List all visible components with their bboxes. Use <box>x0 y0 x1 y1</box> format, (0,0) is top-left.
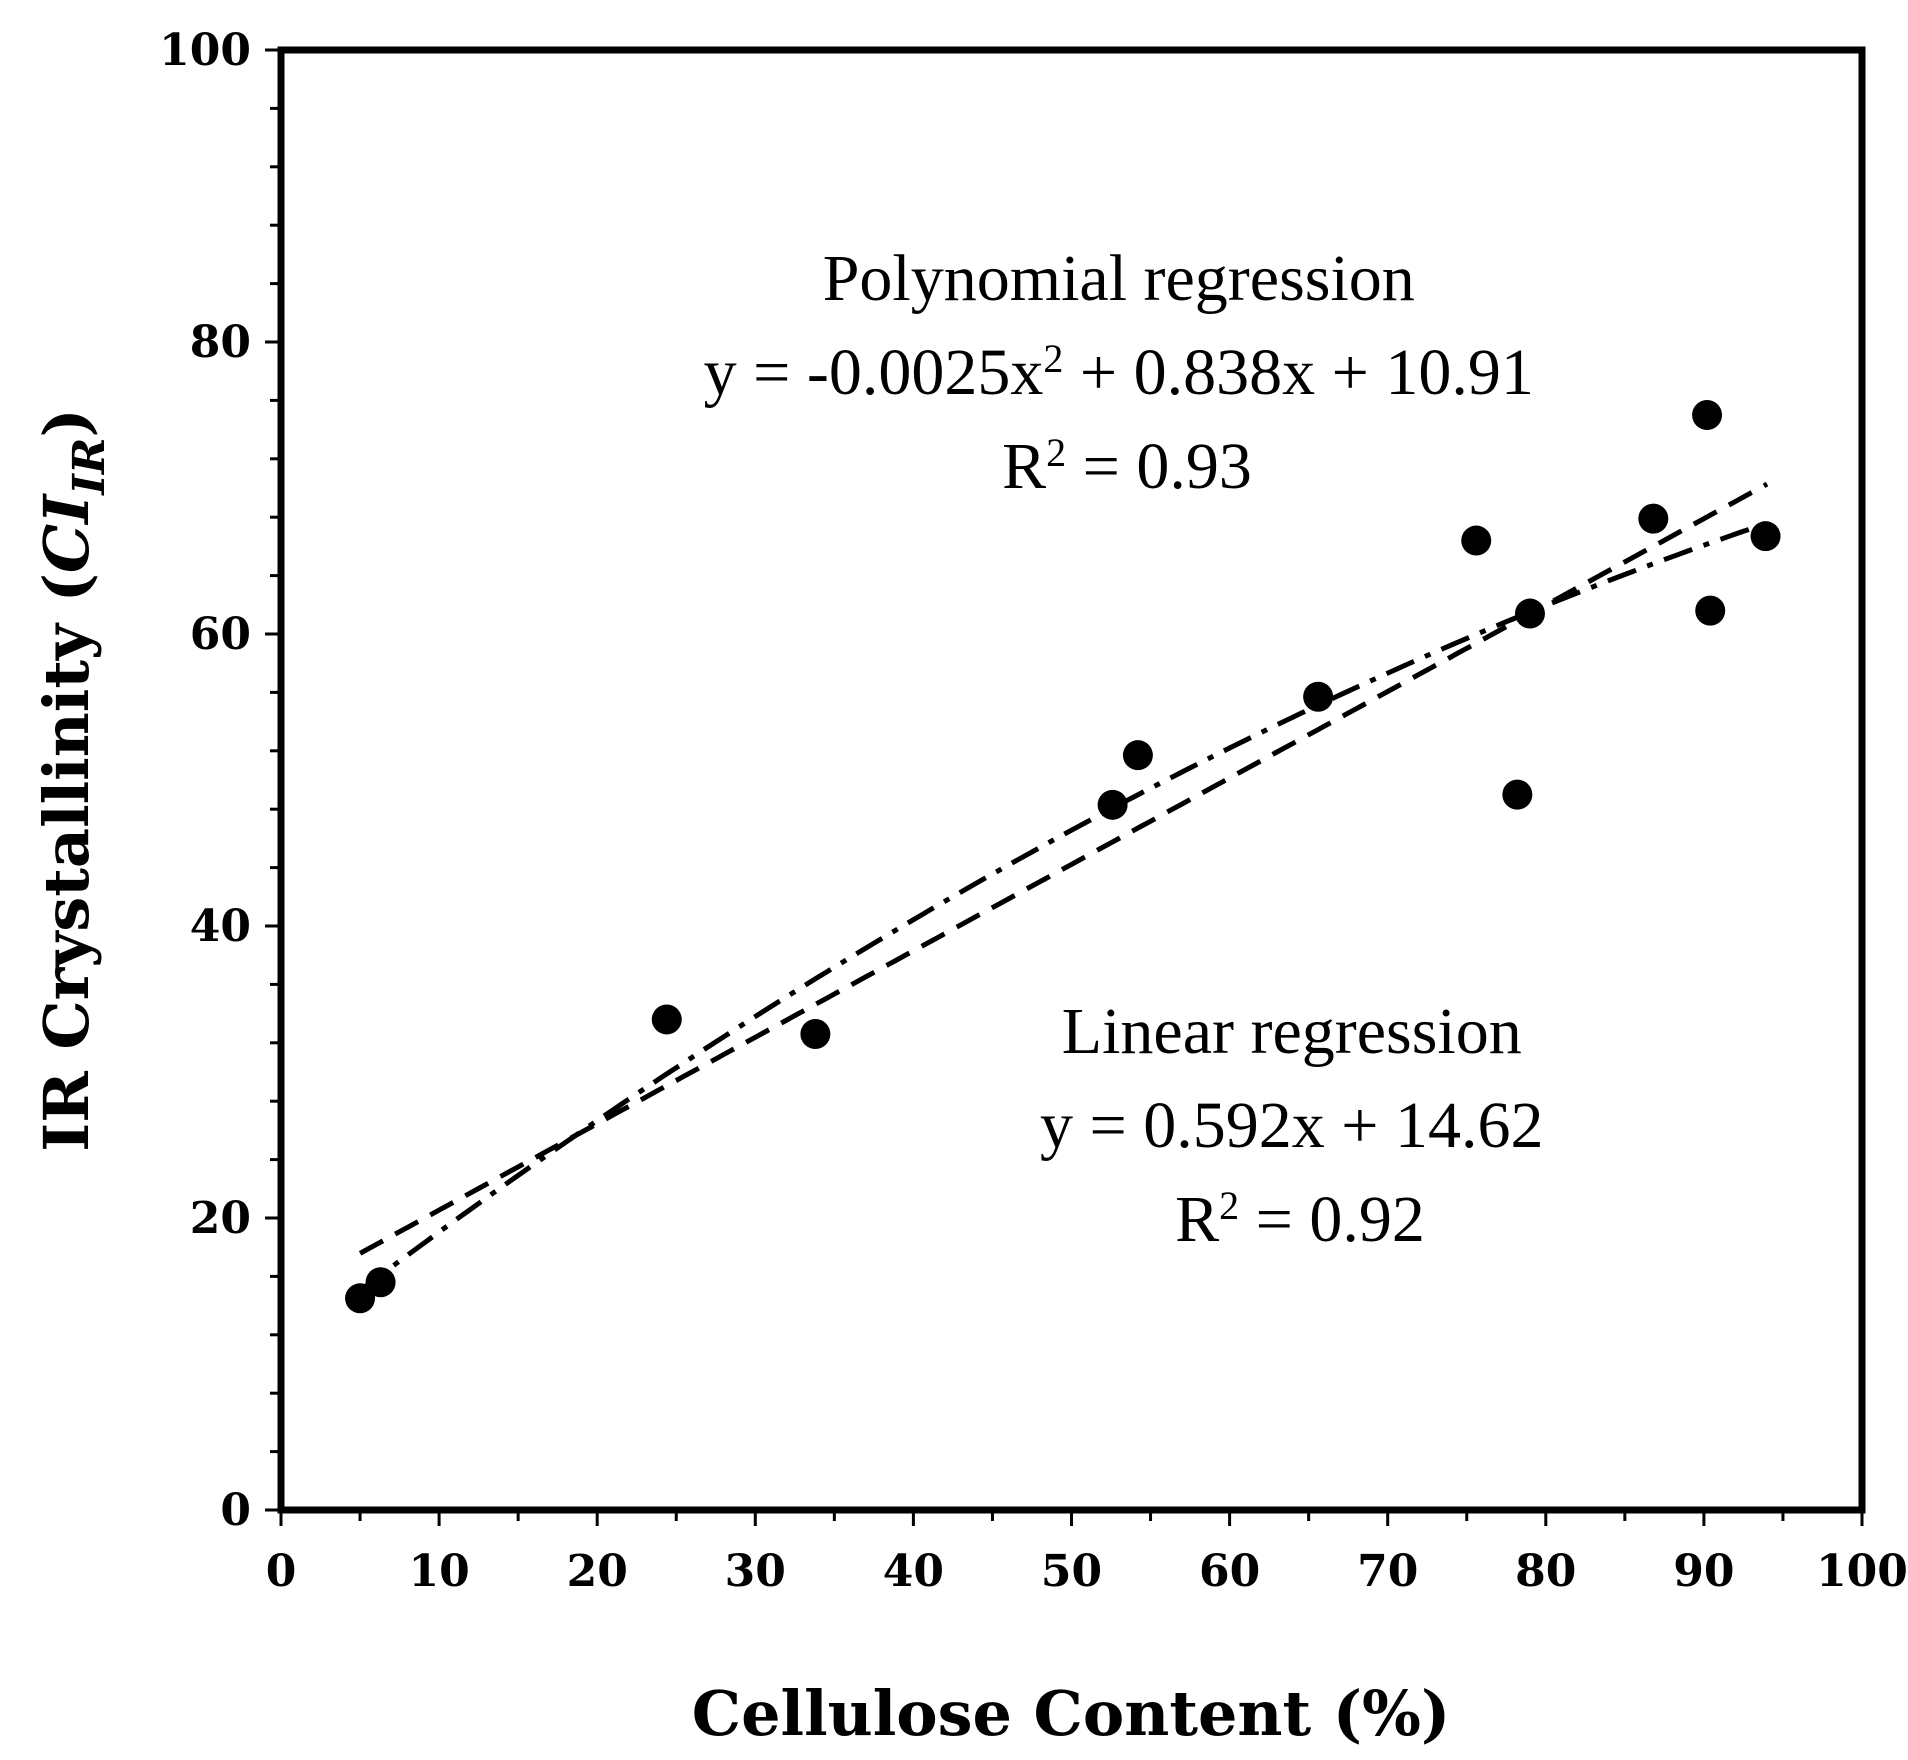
x-tick-label: 60 <box>1199 1546 1260 1597</box>
data-point <box>1303 681 1334 712</box>
x-axis-title: Cellulose Content (%) <box>692 1677 1451 1750</box>
x-tick-label: 10 <box>408 1546 469 1597</box>
data-point <box>651 1004 682 1035</box>
y-tick-label: 60 <box>190 609 251 660</box>
poly-title: Polynomial regression <box>823 242 1415 315</box>
y-tick-label: 80 <box>190 317 251 368</box>
linear-equation: y = 0.592x + 14.62 <box>1040 1089 1543 1162</box>
data-point <box>1122 740 1153 771</box>
data-point <box>1514 598 1545 629</box>
data-point <box>345 1283 376 1314</box>
data-point <box>1750 521 1781 552</box>
y-tick-label: 0 <box>220 1485 251 1536</box>
data-point <box>1695 595 1726 626</box>
linear-regression-annotation: Linear regression y = 0.592x + 14.62 R2 … <box>1040 995 1560 1256</box>
x-tick-label: 100 <box>1816 1546 1908 1597</box>
data-points <box>345 400 1781 1314</box>
x-tick-label: 20 <box>567 1546 628 1597</box>
data-point <box>1692 400 1723 430</box>
linear-r2: R2 = 0.92 <box>1175 1183 1425 1256</box>
linear-title: Linear regression <box>1062 995 1522 1068</box>
x-tick-label: 50 <box>1041 1546 1102 1597</box>
y-tick-label: 100 <box>159 25 251 76</box>
x-tick-label: 0 <box>266 1546 297 1597</box>
x-tick-label: 80 <box>1515 1546 1576 1597</box>
x-tick-label: 90 <box>1673 1546 1734 1597</box>
data-point <box>365 1267 396 1298</box>
poly-r2: R2 = 0.93 <box>1002 430 1252 503</box>
y-tick-label: 40 <box>190 901 251 952</box>
y-tick-label: 20 <box>190 1193 251 1244</box>
x-tick-label: 70 <box>1357 1546 1418 1597</box>
x-tick-label: 40 <box>883 1546 944 1597</box>
y-axis-title: IR Crystallinity (CIIR) <box>30 408 115 1152</box>
polynomial-regression-annotation: Polynomial regression y = -0.0025x2 + 0.… <box>704 242 1551 503</box>
data-point <box>1461 525 1492 556</box>
plot-frame <box>277 46 1866 1514</box>
poly-equation: y = -0.0025x2 + 0.838x + 10.91 <box>704 336 1534 409</box>
y-tick-labels: 0 20 40 60 80 100 <box>159 25 251 1536</box>
x-tick-labels: 0 10 20 30 40 50 60 70 80 90 100 <box>266 1546 1908 1597</box>
data-point <box>800 1019 831 1050</box>
data-point <box>1502 779 1533 810</box>
data-point <box>1097 789 1128 820</box>
data-point <box>1638 503 1669 534</box>
x-tick-label: 30 <box>725 1546 786 1597</box>
